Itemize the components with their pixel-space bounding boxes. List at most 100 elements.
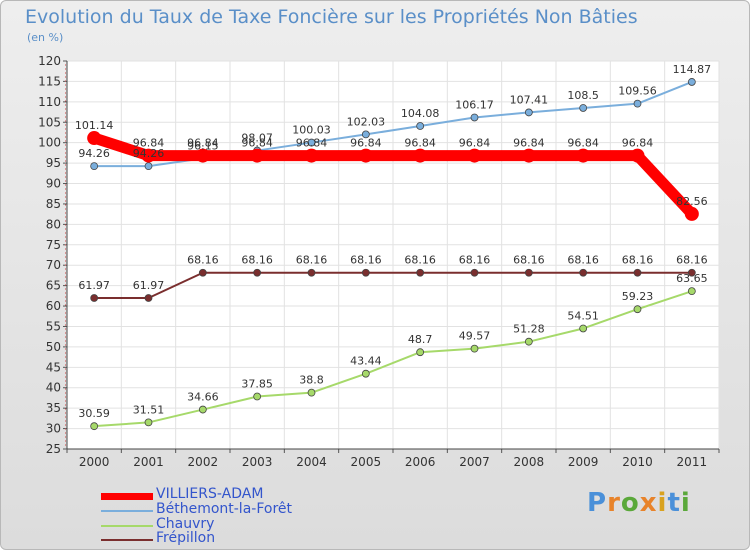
- data-point: [361, 130, 370, 139]
- data-point: [579, 104, 588, 112]
- legend-swatch-bethemont: [101, 510, 153, 512]
- y-tick-label: 40: [46, 381, 61, 395]
- data-label: 96.84: [513, 137, 545, 150]
- data-label: 68.16: [404, 254, 436, 267]
- y-tick-label: 110: [38, 95, 61, 109]
- data-label: 100.03: [292, 124, 331, 137]
- data-point: [524, 337, 533, 346]
- y-tick-label: 70: [46, 258, 61, 272]
- data-label: 68.16: [459, 254, 491, 267]
- x-tick-label: 2008: [514, 455, 545, 469]
- data-point: [90, 294, 99, 302]
- data-point: [198, 268, 207, 277]
- data-point: [198, 405, 207, 414]
- x-tick-label: 2002: [188, 455, 219, 469]
- data-point: [470, 268, 479, 277]
- data-point: [413, 148, 428, 163]
- data-point: [521, 148, 536, 163]
- data-point: [524, 268, 533, 277]
- data-point: [358, 148, 373, 163]
- y-tick-label: 65: [46, 279, 61, 293]
- data-point: [684, 206, 699, 221]
- y-tick-label: 105: [38, 115, 61, 129]
- data-label: 96.84: [187, 137, 219, 150]
- data-label: 96.84: [241, 137, 273, 150]
- data-point: [141, 148, 156, 163]
- y-tick-label: 55: [46, 319, 61, 333]
- data-point: [361, 268, 370, 277]
- data-label: 114.87: [673, 63, 712, 76]
- series-line-2: [93, 290, 693, 428]
- data-point: [633, 268, 642, 277]
- legend-label-frepillon: Frépillon: [156, 530, 216, 546]
- x-tick-label: 2005: [351, 455, 382, 469]
- y-tick-label: 35: [46, 401, 61, 415]
- series-line-3: [93, 271, 693, 300]
- data-point: [416, 122, 425, 130]
- data-point: [633, 305, 642, 314]
- y-tick-label: 95: [46, 156, 61, 170]
- data-label: 107.41: [510, 93, 549, 106]
- legend-label-villiers-adam: VILLIERS-ADAM: [156, 486, 264, 502]
- data-label: 68.16: [241, 254, 273, 267]
- x-tick-label: 2006: [405, 455, 436, 469]
- data-label: 82.56: [676, 195, 708, 208]
- data-label: 96.84: [296, 137, 328, 150]
- data-point: [470, 113, 479, 122]
- x-tick-label: 2009: [568, 455, 599, 469]
- data-label: 68.16: [567, 254, 599, 267]
- data-label: 96.84: [567, 137, 599, 150]
- y-tick-label: 50: [46, 340, 61, 354]
- x-tick-label: 2001: [133, 455, 164, 469]
- data-label: 59.23: [622, 290, 654, 303]
- y-tick-label: 75: [46, 238, 61, 252]
- data-label: 30.59: [78, 407, 110, 420]
- data-point: [250, 148, 265, 163]
- data-label: 68.16: [187, 254, 219, 267]
- legend-label-chauvry: Chauvry: [156, 516, 215, 532]
- data-label: 101.14: [75, 119, 114, 132]
- data-label: 68.16: [676, 254, 708, 267]
- data-label: 38.8: [299, 374, 324, 387]
- y-tick-label: 90: [46, 177, 61, 191]
- data-label: 96.84: [622, 137, 654, 150]
- legend-label-bethemont: Béthemont-la-Forêt: [156, 501, 293, 517]
- data-label: 48.7: [408, 333, 433, 346]
- y-tick-label: 30: [46, 422, 61, 436]
- y-tick-label: 85: [46, 197, 61, 211]
- data-point: [90, 422, 99, 431]
- data-label: 94.26: [78, 147, 110, 160]
- y-tick-label: 45: [46, 360, 61, 374]
- x-tick-label: 2004: [296, 455, 327, 469]
- data-point: [579, 268, 588, 277]
- series-line-0: [88, 132, 698, 220]
- data-label: 96.15: [187, 139, 219, 152]
- legend-swatch-chauvry: [101, 525, 153, 527]
- x-tick-label: 2000: [79, 455, 110, 469]
- data-point: [467, 148, 482, 163]
- y-tick-label: 115: [38, 74, 61, 88]
- legend-swatch-frepillon: [101, 539, 153, 541]
- data-point: [416, 268, 425, 277]
- data-point: [470, 344, 479, 353]
- data-point: [304, 148, 319, 163]
- data-point: [195, 148, 210, 163]
- data-label: 96.84: [404, 137, 436, 150]
- y-axis-unit: (en %): [27, 31, 64, 44]
- data-label: 104.08: [401, 107, 440, 120]
- proxiti-logo: Proxiti: [587, 488, 691, 518]
- x-tick-label: 2007: [459, 455, 490, 469]
- data-point: [416, 348, 425, 357]
- data-point: [687, 287, 696, 296]
- data-label: 34.66: [187, 391, 219, 404]
- data-point: [579, 324, 588, 333]
- data-label: 96.84: [133, 137, 165, 150]
- data-label: 96.84: [459, 137, 491, 150]
- y-tick-label: 25: [46, 442, 61, 456]
- data-label: 68.16: [350, 254, 382, 267]
- x-tick-label: 2011: [677, 455, 708, 469]
- data-label: 106.17: [455, 98, 494, 111]
- data-point: [90, 162, 99, 171]
- data-point: [687, 78, 696, 86]
